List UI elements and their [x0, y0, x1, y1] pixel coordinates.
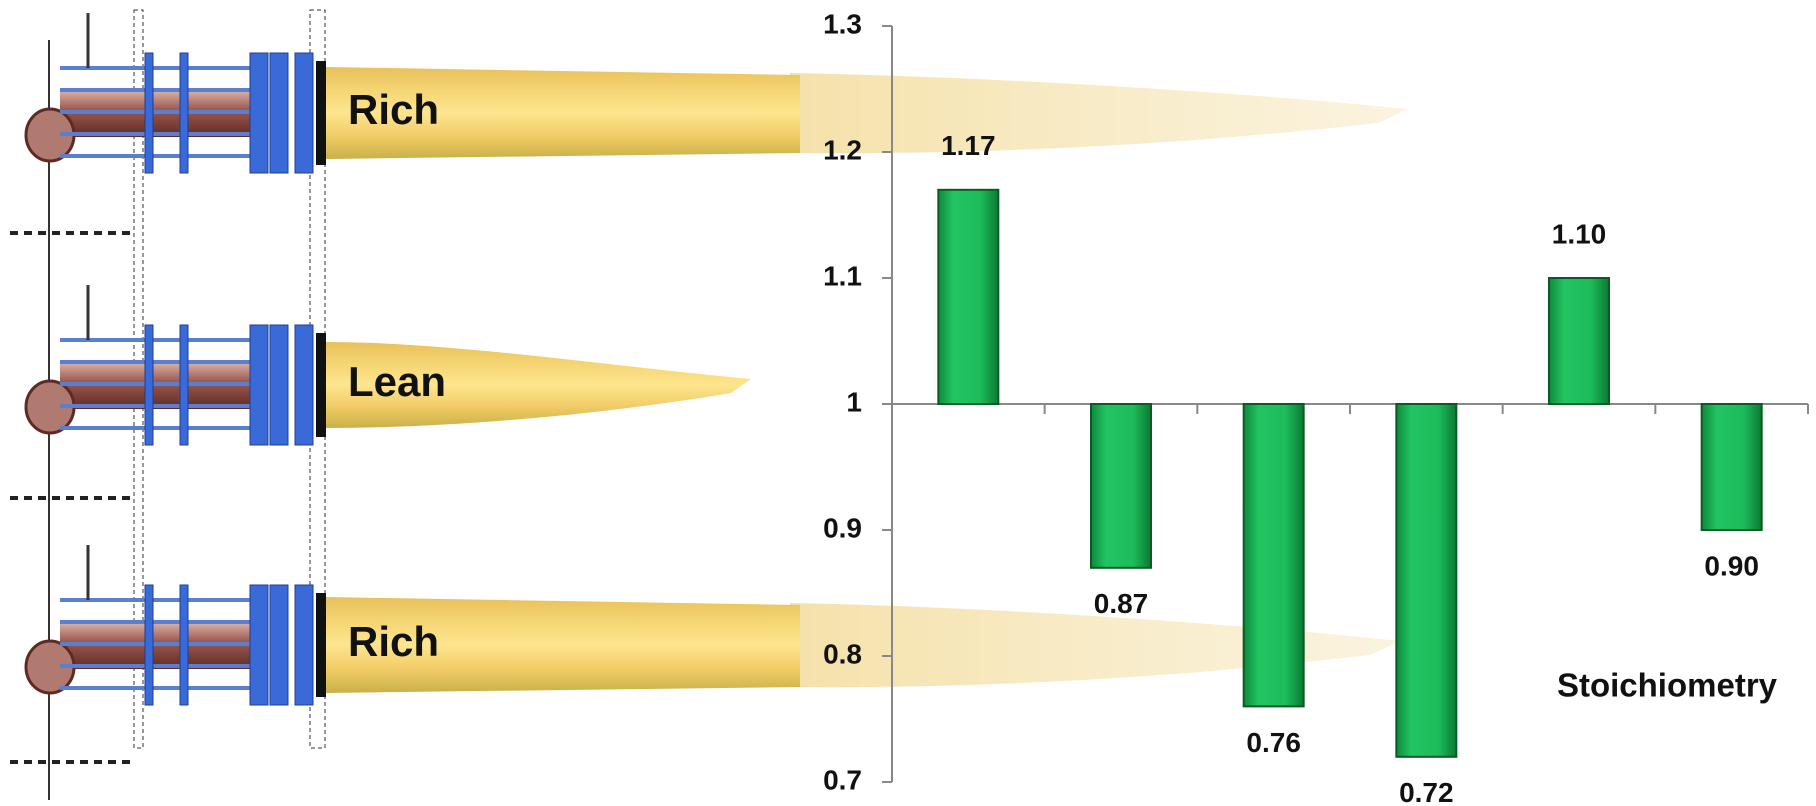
flange — [295, 53, 313, 173]
bar — [1702, 404, 1762, 530]
y-tick-label: 0.9 — [823, 512, 862, 543]
flange — [145, 53, 153, 173]
burner — [26, 13, 1408, 173]
y-tick-label: 0.8 — [823, 638, 862, 669]
flange — [180, 325, 188, 445]
flame-label: Lean — [348, 358, 446, 405]
bar — [1091, 404, 1151, 568]
burner-face — [316, 333, 326, 437]
y-tick-label: 1 — [846, 386, 862, 417]
page: Stoichiometry Rich Lean Rich 0.7 0.8 0.9 1 1.1 1… — [0, 0, 1816, 806]
value-label: 0.90 — [1704, 550, 1759, 581]
y-tick-label: 0.7 — [823, 764, 862, 795]
bar — [938, 190, 998, 404]
burner-face — [316, 61, 326, 165]
flange — [295, 325, 313, 445]
flange — [270, 585, 288, 705]
flange — [250, 585, 268, 705]
flange — [180, 53, 188, 173]
flame-label: Rich — [348, 618, 439, 665]
y-tick-label: 1.3 — [823, 8, 862, 39]
value-label: 0.72 — [1399, 777, 1454, 806]
flange — [250, 53, 268, 173]
flange — [145, 585, 153, 705]
bar — [1396, 404, 1456, 757]
flange — [145, 325, 153, 445]
burner-face — [316, 593, 326, 697]
flange — [270, 53, 288, 173]
flame-label: Rich — [348, 86, 439, 133]
y-tick-label: 1.1 — [823, 260, 862, 291]
value-label: 0.87 — [1094, 588, 1149, 619]
flange — [250, 325, 268, 445]
value-label: 1.10 — [1552, 218, 1607, 249]
flange — [180, 585, 188, 705]
bar — [1549, 278, 1609, 404]
bar — [1244, 404, 1304, 706]
flame-tail — [790, 73, 1408, 153]
value-label: 0.76 — [1246, 727, 1301, 758]
burner — [26, 545, 1400, 705]
x-axis-label: Stoichiometry — [1557, 667, 1778, 704]
flange — [270, 325, 288, 445]
flange — [295, 585, 313, 705]
y-tick-label: 1.2 — [823, 134, 862, 165]
value-label: 1.17 — [941, 130, 996, 161]
chart: Stoichiometry Rich Lean Rich 0.7 0.8 0.9 1 1.1 1… — [0, 0, 1816, 806]
